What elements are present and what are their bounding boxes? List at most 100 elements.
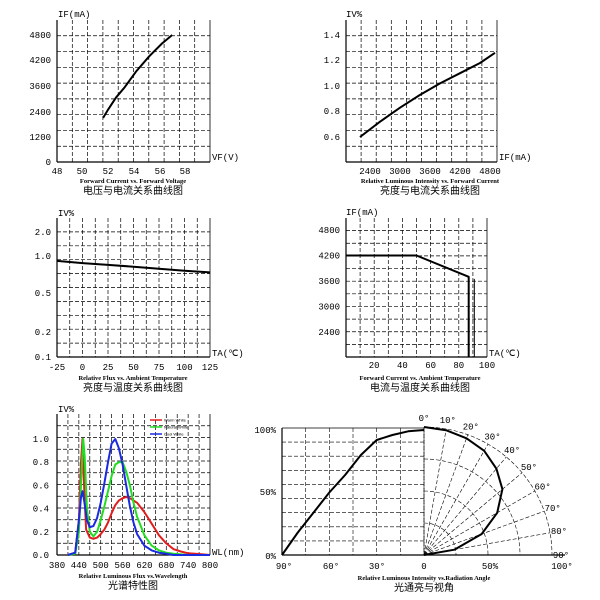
x-tick-label: 90°	[276, 562, 292, 572]
polar-arc	[423, 490, 489, 556]
x-axis-title: TA(℃)	[212, 349, 244, 359]
x-tick-label: 20	[369, 361, 380, 371]
x-tick-label: 2400	[359, 167, 381, 177]
x-tick-label: 3000	[389, 167, 411, 177]
radial-line	[423, 472, 523, 556]
caption-en: Relative Luminous Intensity vs. Forward …	[361, 178, 500, 185]
x-tick-label: 50	[77, 167, 88, 177]
x-tick-label: 30°	[369, 562, 385, 572]
polar-arc	[423, 426, 553, 556]
y-tick-label: 1200	[29, 133, 51, 143]
data-line	[56, 259, 211, 274]
y-tick-label: 0.2	[33, 528, 49, 538]
y-tick-label: 3600	[318, 277, 340, 287]
x-axis-title: IF(mA)	[499, 153, 531, 163]
caption-en: Relative Luminous Intensity vs.Radiation…	[358, 575, 491, 582]
x-tick-label: 4200	[449, 167, 471, 177]
y-tick-label: 2400	[318, 328, 340, 338]
y-tick-label: 0.5	[35, 289, 51, 299]
y-tick-label: 4200	[318, 252, 340, 262]
x-tick-label: 56	[155, 167, 166, 177]
chart-if-vs-temp: 2400 3000 3600 4200 4800 20 40 60 80 100 IF(mA) TA(…	[318, 208, 520, 394]
y-tick-label: 3600	[29, 82, 51, 92]
x-tick-label: 48	[52, 167, 63, 177]
caption-zh: 亮度与电流关系曲线图	[380, 184, 480, 197]
polar-arc	[423, 458, 521, 556]
angle-label: 0°	[419, 414, 430, 424]
series-line	[67, 438, 211, 556]
x-tick-label: 25	[103, 363, 114, 373]
caption-en: Relative Flux vs. Ambient Temperature	[78, 375, 187, 382]
y-tick-label: 0	[46, 158, 51, 168]
caption-en: Forward Current vs. Forward Voltage	[80, 178, 186, 185]
x-tick-label: 100	[479, 361, 495, 371]
y-tick-label: 0.2	[35, 328, 51, 338]
x-tick-label: 54	[129, 167, 140, 177]
cartesian-curve	[281, 429, 425, 556]
y-axis-title: IV%	[346, 10, 363, 20]
x-tick-label: 680	[158, 561, 174, 571]
caption-zh: 电流与温度关系曲线图	[370, 381, 470, 394]
x-tick-label: 0	[421, 562, 426, 572]
x-axis-title: TA(℃)	[489, 349, 521, 359]
x-tick-label: 800	[202, 561, 218, 571]
x-tick-label: 52	[103, 167, 114, 177]
angle-label: 50°	[521, 463, 537, 473]
y-axis-title: IF(mA)	[58, 10, 90, 20]
y-tick-label: 0.4	[33, 505, 49, 515]
chart-if-vs-vf: 0 1200 2400 3600 4200 4800 48 50 52 54 56 58 IF(mA) V…	[29, 10, 239, 197]
x-tick-label: 125	[202, 363, 218, 373]
y-tick-label: 0.1	[35, 353, 51, 363]
radial-line	[423, 443, 489, 556]
x-tick-label: 50	[128, 363, 139, 373]
y-axis-title: IF(mA)	[346, 208, 378, 218]
angle-label: 80°	[551, 527, 567, 537]
angle-label: 70°	[545, 504, 561, 514]
x-tick-label: -25	[49, 363, 65, 373]
x-tick-label: 560	[114, 561, 130, 571]
legend-label: Warm White	[164, 418, 187, 423]
radial-line	[423, 456, 507, 556]
x-tick-label: 58	[180, 167, 191, 177]
y-tick-label: 100%	[254, 426, 276, 436]
data-line	[359, 51, 496, 138]
y-axis-title: IV%	[58, 405, 75, 415]
y-tick-label: 2.0	[35, 228, 51, 238]
y-tick-label: 0%	[265, 552, 276, 562]
angle-label: 40°	[504, 446, 520, 456]
chart-radiation: 0° 10°20°30°40°50°60°70°80°90°100%50%0%90…	[254, 414, 572, 594]
radial-line	[423, 434, 469, 556]
x-tick-label: 100°	[551, 562, 573, 572]
x-tick-label: 60	[425, 361, 436, 371]
caption-en: Relative Luminous Flux vs.Wavelength	[79, 573, 188, 580]
angle-label: 20°	[463, 422, 479, 432]
x-tick-label: 50%	[482, 562, 499, 572]
y-tick-label: 3000	[318, 303, 340, 313]
caption-zh: 电压与电流关系曲线图	[83, 184, 183, 197]
y-tick-label: 1.4	[324, 31, 340, 41]
y-tick-label: 0.6	[33, 481, 49, 491]
x-tick-label: 500	[93, 561, 109, 571]
radial-line	[423, 428, 447, 556]
x-tick-label: 0	[80, 363, 85, 373]
x-tick-label: 440	[71, 561, 87, 571]
caption-zh: 亮度与温度关系曲线图	[83, 381, 183, 394]
legend: Warm White Natural White Cool White	[150, 418, 189, 437]
y-axis-title: IV%	[58, 209, 75, 219]
y-tick-label: 1.2	[324, 56, 340, 66]
chart-flux-vs-temp: 0.1 0.2 0.5 1.0 2.0 -25 0 25 50 75 100 125 IV% TA(℃) R…	[35, 209, 244, 394]
chart-spectrum: 0.0 0.2 0.4 0.6 0.8 1.0 380 440 500 560 620 680 740 8…	[33, 405, 245, 592]
y-tick-label: 4200	[29, 56, 51, 66]
legend-label: Natural White	[164, 425, 189, 430]
x-tick-label: 740	[180, 561, 196, 571]
x-tick-label: 40	[397, 361, 408, 371]
radial-line	[423, 490, 536, 556]
series-line	[67, 438, 210, 556]
caption-zh: 光谱特性图	[108, 579, 158, 592]
y-tick-label: 50%	[260, 488, 277, 498]
angle-label: 90°	[553, 551, 569, 561]
y-tick-label: 0.0	[33, 551, 49, 561]
x-tick-label: 80	[453, 361, 464, 371]
y-tick-label: 1.0	[33, 435, 49, 445]
